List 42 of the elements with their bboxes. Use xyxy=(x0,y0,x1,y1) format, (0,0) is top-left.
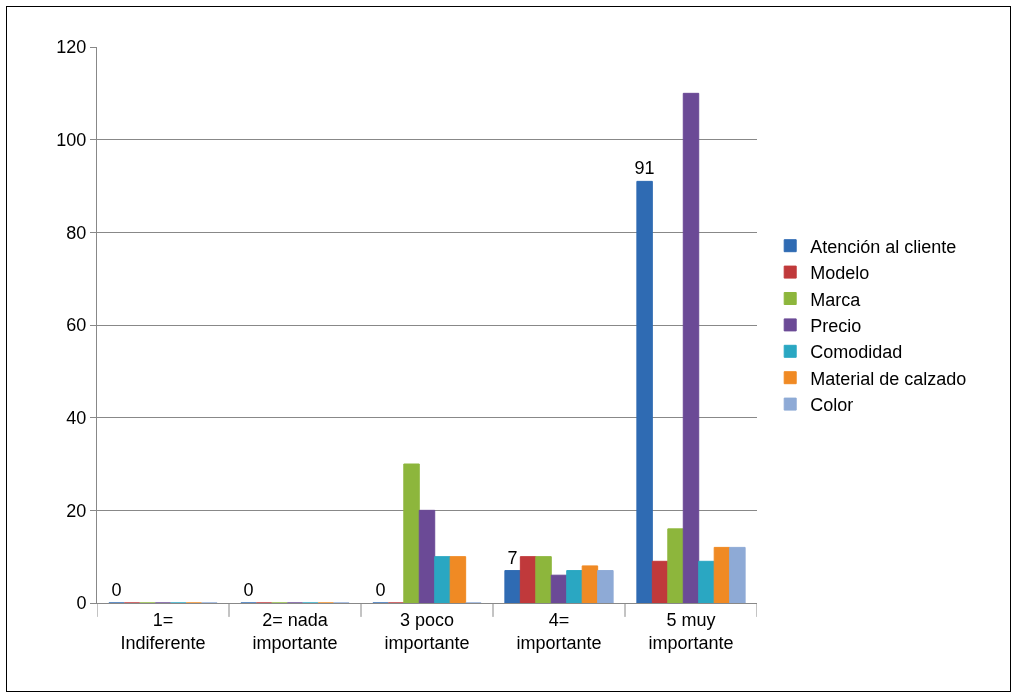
bar xyxy=(667,528,684,603)
y-tick-label: 40 xyxy=(66,407,87,428)
bar xyxy=(698,560,715,603)
bar xyxy=(713,546,731,603)
bar xyxy=(504,570,521,603)
y-tick-label: 80 xyxy=(66,222,87,243)
bar xyxy=(636,180,653,603)
legend-label: Comodidad xyxy=(810,342,903,363)
y-tick-label: 0 xyxy=(76,593,87,614)
bar xyxy=(581,565,599,603)
x-tick-label: 5 muy importante xyxy=(648,609,734,653)
legend-label: Modelo xyxy=(810,263,870,284)
y-tick-label: 20 xyxy=(66,500,87,521)
y-tick-label: 100 xyxy=(56,129,87,150)
bar xyxy=(434,556,451,603)
data-label: 7 xyxy=(507,547,518,568)
legend-label: Precio xyxy=(810,315,862,336)
bar xyxy=(550,574,568,603)
x-tick-label: 1= Indiferente xyxy=(120,609,206,653)
data-label: 0 xyxy=(375,580,386,600)
x-tick-label: 3 poco importante xyxy=(384,609,470,653)
data-label: 0 xyxy=(111,580,122,600)
bar xyxy=(535,556,552,603)
bar xyxy=(682,92,700,603)
data-label: 91 xyxy=(634,158,655,179)
legend-label: Material de calzado xyxy=(810,368,967,389)
bar xyxy=(597,570,614,603)
x-tick-label: 4= importante xyxy=(516,609,602,653)
bar xyxy=(566,570,583,603)
y-tick-label: 60 xyxy=(66,315,87,336)
data-label: 0 xyxy=(243,580,254,600)
legend-label: Atención al cliente xyxy=(810,236,957,257)
bar xyxy=(651,560,669,603)
x-tick-label: 2= nada importante xyxy=(252,609,338,653)
bar xyxy=(729,546,746,603)
bar xyxy=(403,463,420,603)
bar xyxy=(449,556,467,603)
legend-label: Color xyxy=(810,395,854,416)
bar xyxy=(519,556,537,603)
bar xyxy=(418,509,436,603)
y-tick-label: 120 xyxy=(56,37,87,58)
legend-label: Marca xyxy=(810,289,862,310)
